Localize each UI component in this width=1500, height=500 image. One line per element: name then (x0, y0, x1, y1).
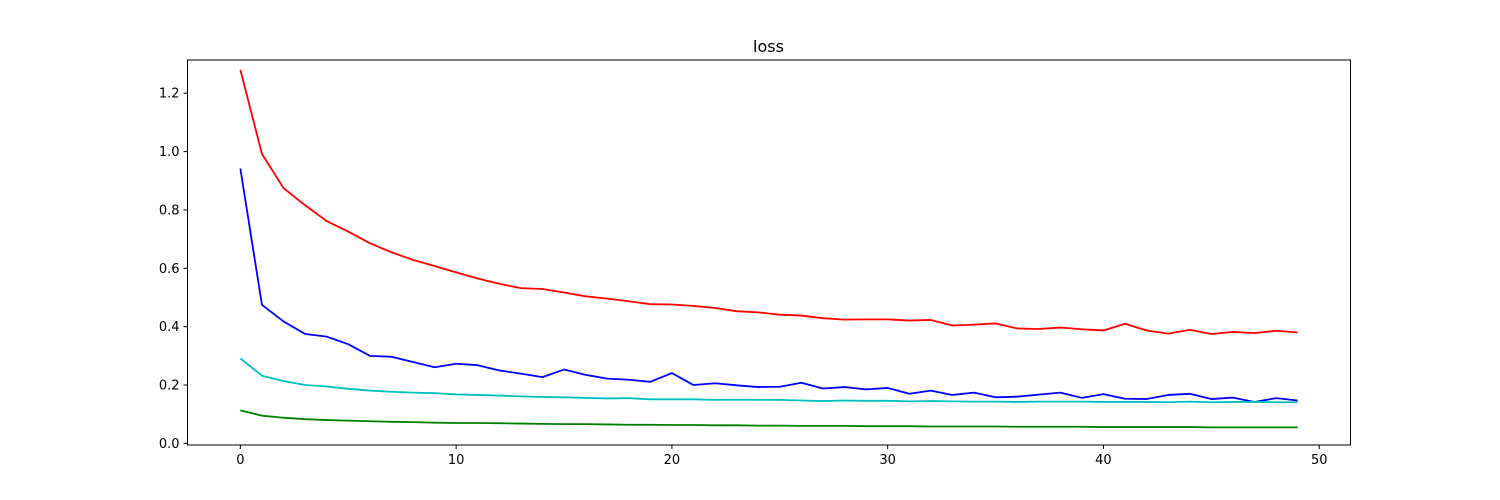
series-layer (239, 69, 1298, 429)
series-line-4 (240, 409, 1298, 429)
x-tick-label: 50 (1311, 453, 1328, 468)
series-line-1 (239, 69, 1298, 335)
chart-title: loss (753, 37, 784, 56)
x-tick-label: 10 (448, 453, 465, 468)
tick-layer: 0 10 20 30 40 50 0.0 0.2 0.4 0.6 0.8 1.0 1.2 (159, 87, 1328, 468)
x-tick-label: 20 (664, 453, 681, 468)
plot-area-frame (187, 59, 1351, 446)
y-tick-label: 1.2 (159, 87, 180, 102)
series-line-2 (239, 168, 1298, 403)
y-tick-label: 0.6 (159, 262, 180, 277)
series-line-3 (239, 357, 1298, 404)
y-tick-label: 0.4 (159, 320, 180, 335)
y-tick-label: 0.0 (159, 437, 180, 452)
x-tick-label: 30 (879, 453, 896, 468)
y-tick-label: 0.2 (159, 379, 180, 394)
y-tick-label: 1.0 (159, 145, 180, 160)
y-tick-label: 0.8 (159, 203, 180, 218)
x-tick-label: 40 (1095, 453, 1112, 468)
x-tick-label: 0 (236, 453, 244, 468)
